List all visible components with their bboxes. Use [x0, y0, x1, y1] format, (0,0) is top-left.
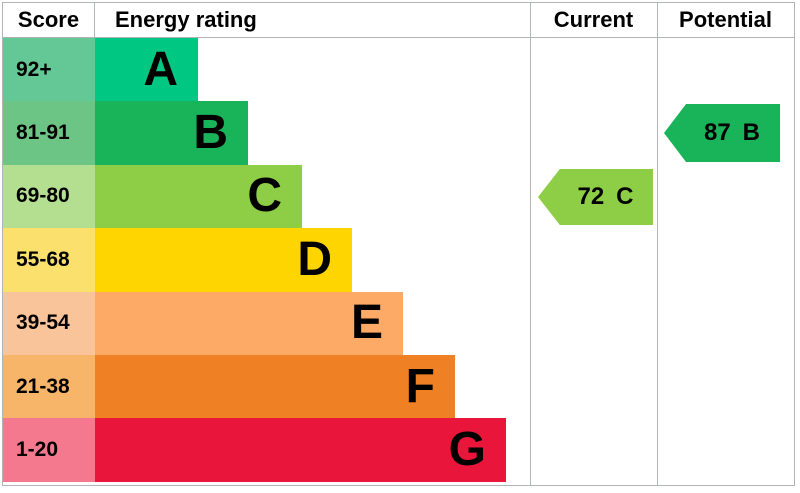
rating-row-g: 1-20 G: [3, 418, 794, 482]
score-range-g: 1-20: [3, 418, 95, 482]
rating-bar-f: F: [95, 354, 455, 419]
current-score-value: 72: [577, 183, 605, 210]
rating-rows: 92+ A 81-91 B 69-80 C 55-68 D 39-54 E 21…: [3, 38, 794, 482]
rating-row-f: 21-38 F: [3, 354, 794, 419]
epc-table: Score Energy rating Current Potential 92…: [2, 2, 795, 486]
table-header: Score Energy rating Current Potential: [3, 3, 794, 38]
current-band-letter: C: [616, 183, 634, 210]
score-range-a: 92+: [3, 38, 95, 102]
score-range-b: 81-91: [3, 101, 95, 165]
divider-current-column: [530, 3, 531, 485]
header-potential: Potential: [679, 7, 772, 32]
score-range-e: 39-54: [3, 291, 95, 355]
rating-row-e: 39-54 E: [3, 291, 794, 355]
header-energy-rating: Energy rating: [115, 7, 257, 32]
rating-bar-d: D: [95, 228, 352, 292]
rating-bar-g: G: [95, 418, 506, 482]
potential-score-value: 87: [703, 119, 731, 146]
rating-bar-a: A: [95, 38, 198, 102]
current-rating-arrow: 72 C: [538, 169, 653, 225]
header-current: Current: [553, 7, 634, 32]
rating-row-a: 92+ A: [3, 38, 794, 102]
score-range-f: 21-38: [3, 354, 95, 419]
rating-bar-b: B: [95, 101, 248, 165]
header-score: Score: [3, 3, 95, 37]
potential-rating-arrow: 87 B: [664, 104, 780, 162]
rating-bar-c: C: [95, 164, 302, 229]
divider-potential-column: [657, 3, 658, 485]
score-range-c: 69-80: [3, 164, 95, 229]
rating-row-d: 55-68 D: [3, 228, 794, 292]
score-range-d: 55-68: [3, 228, 95, 292]
rating-row-c: 69-80 C: [3, 164, 794, 229]
potential-band-letter: B: [742, 119, 761, 146]
rating-bar-e: E: [95, 291, 403, 355]
rating-row-b: 81-91 B: [3, 101, 794, 165]
